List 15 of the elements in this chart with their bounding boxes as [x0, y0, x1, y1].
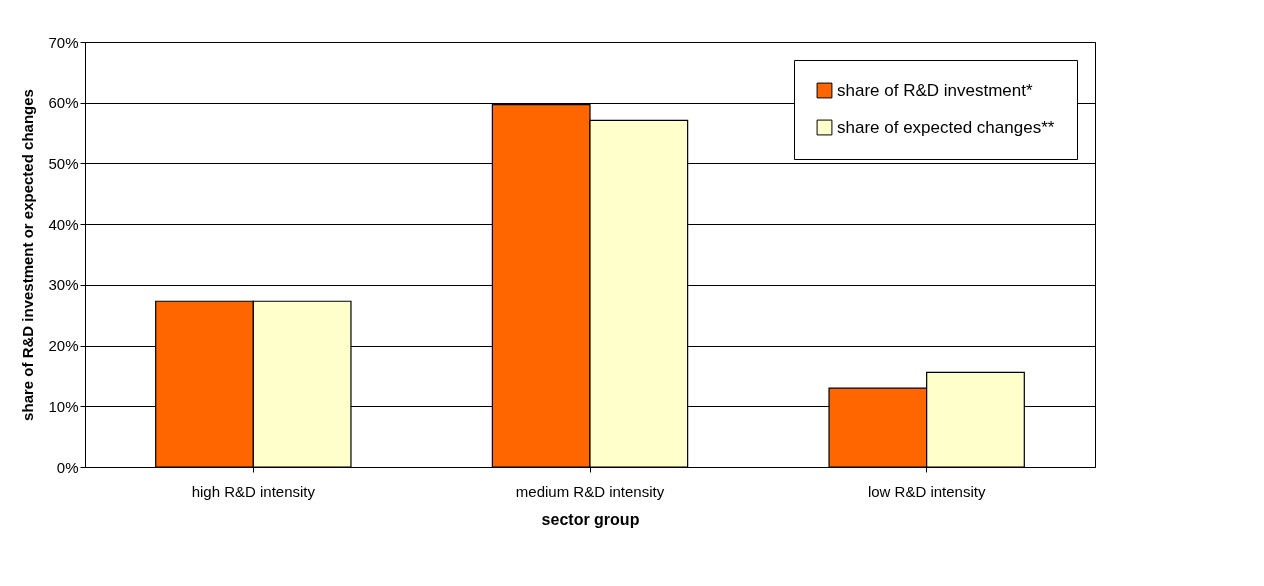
x-tick-label: medium R&D intensity	[515, 482, 665, 500]
y-tick-label: 30%	[48, 276, 79, 294]
x-axis-title: sector group	[541, 510, 640, 528]
y-tick-label: 20%	[48, 337, 79, 355]
y-tick-label: 50%	[48, 154, 79, 172]
legend-label: share of R&D investment*	[837, 80, 1033, 100]
legend-label: share of expected changes**	[837, 117, 1055, 137]
y-axis-title: share of R&D investment or expected changes	[19, 89, 37, 421]
y-tick-label: 0%	[56, 458, 79, 476]
y-tick-label: 70%	[48, 33, 79, 51]
x-tick-label: low R&D intensity	[867, 482, 986, 500]
x-tick-label: high R&D intensity	[191, 482, 316, 500]
y-tick-label: 10%	[48, 397, 79, 415]
y-tick-label: 40%	[48, 215, 79, 233]
y-tick-label: 60%	[48, 94, 79, 112]
